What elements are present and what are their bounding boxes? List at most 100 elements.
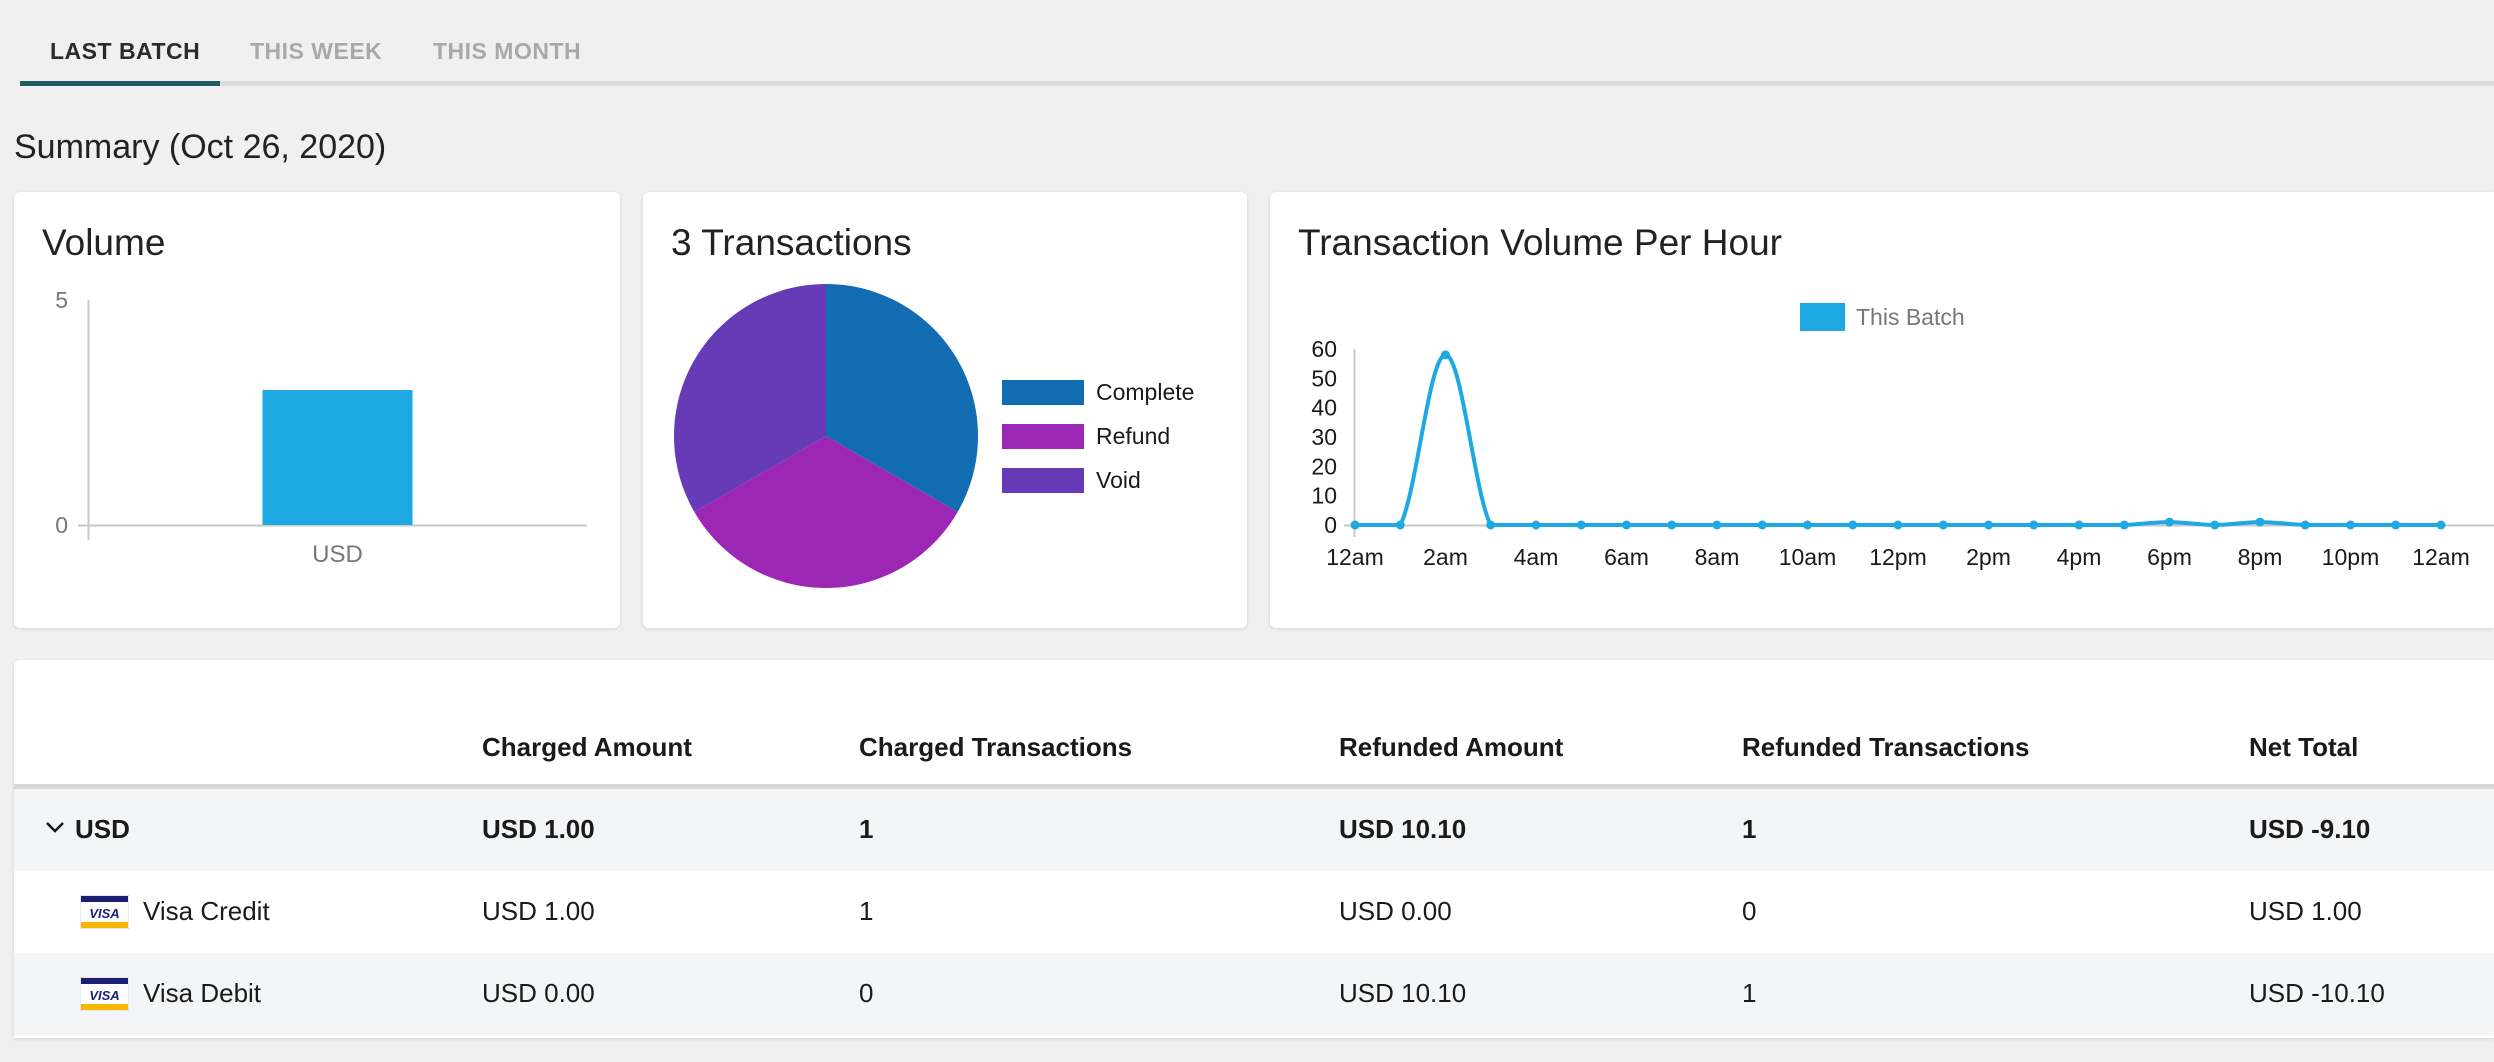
data-point-hour-8 xyxy=(1712,520,1722,530)
data-point-hour-7 xyxy=(1667,520,1677,530)
data-point-hour-11 xyxy=(1848,520,1858,530)
x-tick-label: 2pm xyxy=(1966,544,2011,570)
y-tick-label: 10 xyxy=(1311,483,1337,509)
data-point-hour-3 xyxy=(1486,520,1496,530)
header-refunded-amount[interactable]: Refunded Amount xyxy=(1339,732,1564,762)
summary-title: Summary (Oct 26, 2020) xyxy=(14,128,387,166)
data-point-hour-1 xyxy=(1395,520,1405,530)
data-point-hour-18 xyxy=(2165,517,2174,527)
y-tick-label: 30 xyxy=(1311,424,1337,450)
legend-swatch-this-batch xyxy=(1800,303,1845,331)
y-tick-label: 20 xyxy=(1311,453,1337,479)
y-tick-label: 0 xyxy=(55,512,68,538)
legend-swatch-refund xyxy=(1002,424,1084,449)
row-net-total: USD 1.00 xyxy=(2249,896,2362,926)
row-label: Visa Debit xyxy=(143,978,262,1008)
chevron-down-icon[interactable] xyxy=(44,816,66,838)
bar-usd xyxy=(262,390,413,525)
data-point-hour-0 xyxy=(1350,520,1360,530)
table-group-row-usd[interactable]: USD USD 1.00 1 USD 10.10 1 USD -9.10 xyxy=(14,789,2494,871)
volume-bar-chart: 5 0 USD xyxy=(55,287,587,568)
legend-label-refund: Refund xyxy=(1096,423,1170,449)
transactions-card-title: 3 Transactions xyxy=(671,222,912,263)
x-tick-label: 10pm xyxy=(2322,544,2380,570)
x-tick-label: 8pm xyxy=(2238,544,2283,570)
x-tick-label: 2am xyxy=(1423,544,1468,570)
group-refunded-transactions: 1 xyxy=(1742,814,1757,844)
row-net-total: USD -10.10 xyxy=(2249,978,2385,1008)
data-point-hour-2 xyxy=(1441,350,1450,360)
data-point-hour-16 xyxy=(2074,520,2084,530)
x-tick-label: 12am xyxy=(1326,544,1384,570)
visa-logo-text: VISA xyxy=(89,906,119,921)
period-tabs: LAST BATCH THIS WEEK THIS MONTH xyxy=(20,0,2494,86)
legend-swatch-complete xyxy=(1002,380,1084,405)
data-point-hour-19 xyxy=(2210,520,2220,530)
x-tick-label: 12am xyxy=(2412,544,2470,570)
row-charged-amount: USD 0.00 xyxy=(482,978,595,1008)
data-point-hour-5 xyxy=(1576,520,1586,530)
y-tick-label: 5 xyxy=(55,287,68,313)
hourly-line-chart: This Batch 60 50 40 30 20 10 0 12am 2am 4am 6am 8am 1… xyxy=(1311,303,2494,570)
group-charged-amount: USD 1.00 xyxy=(482,814,595,844)
data-point-hour-14 xyxy=(1984,520,1993,530)
x-tick-label: 12pm xyxy=(1869,544,1927,570)
y-tick-label: 0 xyxy=(1324,512,1337,538)
row-refunded-transactions: 0 xyxy=(1742,896,1757,926)
group-net-total: USD -9.10 xyxy=(2249,814,2371,844)
y-tick-label: 40 xyxy=(1311,395,1337,421)
row-refunded-transactions: 1 xyxy=(1742,978,1757,1008)
data-point-hour-4 xyxy=(1531,520,1541,530)
header-net-total[interactable]: Net Total xyxy=(2249,732,2359,762)
row-refunded-amount: USD 0.00 xyxy=(1339,896,1452,926)
legend-label-complete: Complete xyxy=(1096,379,1194,405)
row-charged-transactions: 0 xyxy=(859,978,874,1008)
data-point-hour-10 xyxy=(1803,520,1812,530)
group-refunded-amount: USD 10.10 xyxy=(1339,814,1467,844)
active-tab-indicator xyxy=(20,81,220,86)
hourly-card-title: Transaction Volume Per Hour xyxy=(1298,222,1782,263)
x-tick-label: 10am xyxy=(1779,544,1837,570)
transactions-card: 3 Transactions Complete Refund Void xyxy=(643,192,1247,628)
legend-label-void: Void xyxy=(1096,467,1141,493)
data-point-hour-24 xyxy=(2436,520,2446,530)
legend-swatch-void xyxy=(1002,468,1084,493)
row-charged-transactions: 1 xyxy=(859,896,874,926)
visa-card-icon: VISA xyxy=(80,895,129,929)
x-tick-label: 4pm xyxy=(2057,544,2102,570)
data-point-hour-23 xyxy=(2391,520,2401,530)
x-tick-label: 6pm xyxy=(2147,544,2192,570)
tab-this-month[interactable]: THIS MONTH xyxy=(433,38,582,64)
x-tick-label: USD xyxy=(312,541,363,568)
series-line-this-batch xyxy=(1354,352,2441,528)
header-charged-amount[interactable]: Charged Amount xyxy=(482,732,692,762)
data-point-hour-6 xyxy=(1622,520,1631,530)
header-divider xyxy=(14,784,2494,789)
data-point-hour-17 xyxy=(2119,520,2129,530)
visa-card-icon: VISA xyxy=(80,977,129,1011)
x-tick-label: 8am xyxy=(1695,544,1740,570)
legend-label-this-batch: This Batch xyxy=(1856,304,1965,330)
group-label: USD xyxy=(75,814,130,844)
group-charged-transactions: 1 xyxy=(859,814,874,844)
header-charged-transactions[interactable]: Charged Transactions xyxy=(859,732,1133,762)
table-row: VISA Visa Debit USD 0.00 0 USD 10.10 1 U… xyxy=(14,953,2494,1035)
data-point-hour-12 xyxy=(1893,520,1903,530)
y-tick-label: 50 xyxy=(1311,365,1337,391)
data-point-hour-20 xyxy=(2255,517,2265,527)
volume-card-title: Volume xyxy=(42,222,166,263)
transactions-pie-chart: Complete Refund Void xyxy=(674,284,1194,588)
tab-last-batch[interactable]: LAST BATCH xyxy=(50,38,201,64)
table-row: VISA Visa Credit USD 1.00 1 USD 0.00 0 U… xyxy=(14,871,2494,953)
summary-table: Charged Amount Charged Transactions Refu… xyxy=(14,660,2494,1038)
data-point-hour-9 xyxy=(1757,520,1767,530)
visa-logo-text: VISA xyxy=(89,988,119,1003)
row-charged-amount: USD 1.00 xyxy=(482,896,595,926)
pie-slice-void xyxy=(674,284,826,512)
volume-card: Volume 5 0 USD xyxy=(14,192,620,628)
header-refunded-transactions[interactable]: Refunded Transactions xyxy=(1742,732,2030,762)
tab-this-week[interactable]: THIS WEEK xyxy=(250,38,383,64)
pie-slice-complete xyxy=(826,284,978,512)
y-tick-label: 60 xyxy=(1311,336,1337,362)
data-point-hour-22 xyxy=(2346,520,2355,530)
